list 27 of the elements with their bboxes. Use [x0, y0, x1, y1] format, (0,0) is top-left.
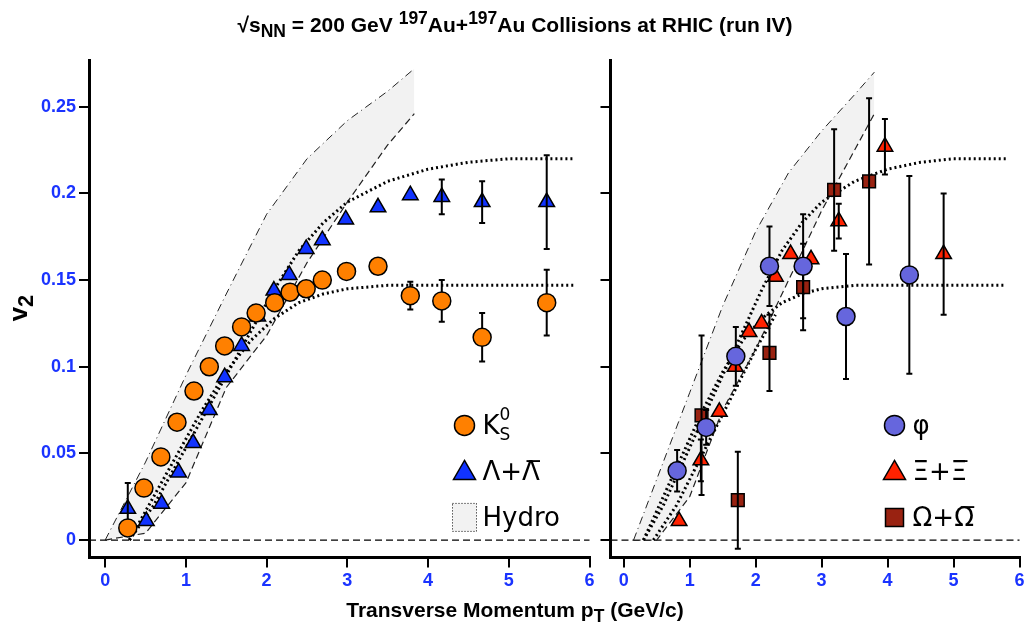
legend-label: Hydro: [482, 502, 560, 533]
x-tick-label: 6: [584, 570, 595, 591]
x-tick-label: 1: [180, 570, 191, 591]
legend-label: Λ+Λ̅: [482, 456, 541, 487]
x-axis-title: Transverse Momentum p$_{T}$ (GeV/c): [345, 598, 685, 628]
x-tick-label: 4: [423, 570, 434, 591]
x-tick-label: 2: [261, 570, 272, 591]
y-tick-label: 0.25: [40, 95, 77, 116]
legend-label: Ω+Ω̅: [912, 502, 976, 533]
x-tick-label: 6: [1014, 570, 1025, 591]
x-tick-label: 5: [948, 570, 959, 591]
x-tick-label: 3: [816, 570, 827, 591]
legend-label: Ξ+Ξ̅: [912, 456, 969, 487]
y-tick-label: 0.15: [40, 269, 77, 290]
x-tick-label: 2: [750, 570, 761, 591]
x-tick-label: 0: [618, 570, 629, 591]
chart-title: √s$_{NN}$ = 200 GeV $^{197}$Au+$^{197}$Au Collisions at RHIC (run IV): [236, 8, 794, 43]
x-tick-label: 5: [503, 570, 514, 591]
x-tick-label: 4: [882, 570, 893, 591]
y-tick-label: 0.2: [51, 182, 77, 203]
y-tick-label: 0.05: [40, 442, 77, 463]
x-tick-label: 0: [100, 570, 111, 591]
legend-label: φ: [912, 410, 930, 441]
y-tick-label: 0: [66, 529, 77, 550]
x-tick-label: 1: [684, 570, 695, 591]
x-tick-label: 3: [342, 570, 353, 591]
y-tick-label: 0.1: [51, 355, 77, 376]
